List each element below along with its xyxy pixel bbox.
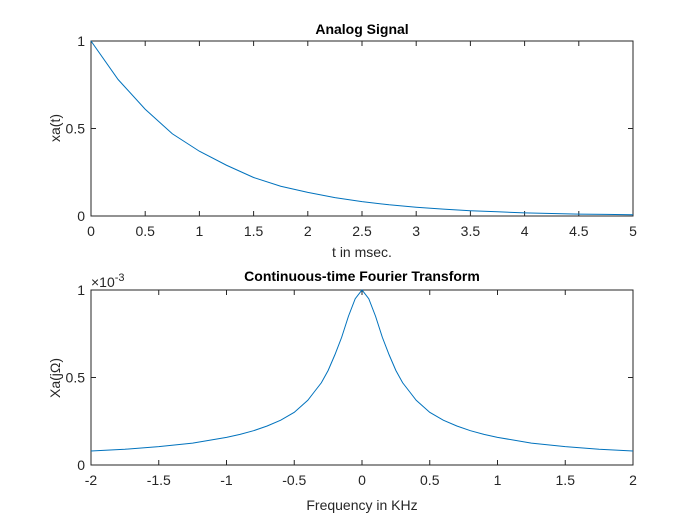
- x-tick-label: 4: [521, 223, 529, 239]
- x-tick-label: 0.5: [135, 223, 155, 239]
- x-tick-label: -1: [220, 472, 233, 488]
- x-ticks: 0 0.5 1 1.5 2 2.5 3 3.5 4 4.5 5: [87, 41, 637, 239]
- x-tick-label: 5: [629, 223, 637, 239]
- x-tick-label: -1.5: [147, 472, 171, 488]
- exponent-power: -3: [115, 272, 125, 284]
- y-tick-label: 1: [77, 33, 85, 49]
- x-tick-label: -2: [85, 472, 98, 488]
- chart-title: Analog Signal: [315, 21, 408, 37]
- y-ticks: 00.51: [66, 33, 633, 224]
- y-tick-label: 0: [77, 457, 85, 473]
- x-tick-label: 1: [494, 472, 502, 488]
- x-tick-label: 4.5: [569, 223, 589, 239]
- exponent-base: ×10: [91, 274, 115, 290]
- y-tick-label: 1: [77, 282, 85, 298]
- y-axis-label: Xa(jΩ): [47, 358, 63, 398]
- x-tick-label: 1.5: [556, 472, 576, 488]
- y-tick-label: 0.5: [66, 121, 86, 137]
- x-tick-label: 3.5: [461, 223, 481, 239]
- series-line: [90, 40, 634, 216]
- y-tick-label: 0: [77, 208, 85, 224]
- x-axis-label: Frequency in KHz: [306, 497, 417, 513]
- chart-title: Continuous-time Fourier Transform: [244, 268, 480, 284]
- x-tick-label: 1.5: [244, 223, 264, 239]
- fourier-transform-axes: -2 -1.5 -1 -0.5 0 0.5 1 1.5 2 00.51 Continuous-t…: [47, 268, 637, 513]
- x-tick-label: 3: [412, 223, 420, 239]
- x-axis-label: t in msec.: [332, 244, 392, 260]
- series-line: [90, 289, 634, 452]
- plot-box: [90, 289, 634, 466]
- x-tick-label: 0: [87, 223, 95, 239]
- x-tick-label: 1: [196, 223, 204, 239]
- x-tick-label: 2: [304, 223, 312, 239]
- y-axis-label: xa(t): [47, 114, 63, 142]
- plot-box: [90, 40, 634, 217]
- x-tick-label: 0: [358, 472, 366, 488]
- x-tick-label: 2.5: [352, 223, 372, 239]
- y-ticks: 00.51: [66, 282, 633, 473]
- x-ticks: -2 -1.5 -1 -0.5 0 0.5 1 1.5 2: [85, 290, 637, 488]
- y-tick-label: 0.5: [66, 370, 86, 386]
- x-tick-label: 0.5: [420, 472, 440, 488]
- x-tick-label: 2: [629, 472, 637, 488]
- analog-signal-axes: 0 0.5 1 1.5 2 2.5 3 3.5 4 4.5 5 00.51 Analog Signa…: [47, 21, 637, 260]
- y-exponent-label: ×10-3: [91, 272, 125, 290]
- x-tick-label: -0.5: [282, 472, 306, 488]
